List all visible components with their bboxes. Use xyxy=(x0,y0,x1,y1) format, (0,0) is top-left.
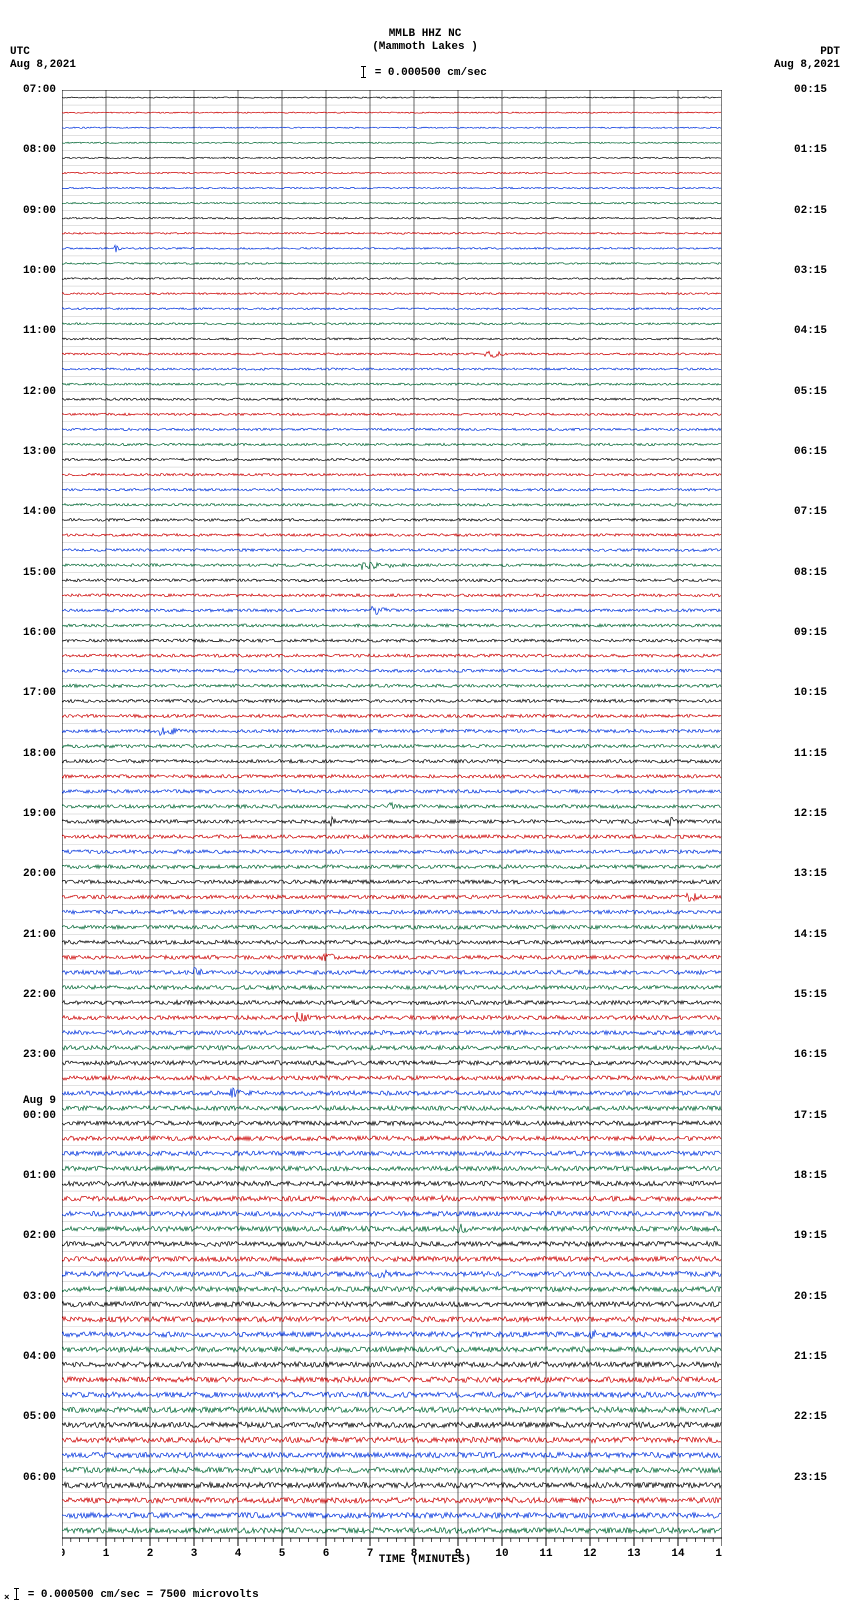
time-label: 22:15 xyxy=(794,1412,827,1423)
time-label: 04:15 xyxy=(794,326,827,337)
time-label: 15:15 xyxy=(794,990,827,1001)
time-label: 13:00 xyxy=(23,447,56,458)
time-label: 03:15 xyxy=(794,266,827,277)
time-label: 13:15 xyxy=(794,869,827,880)
time-label: 05:15 xyxy=(794,387,827,398)
time-label: 18:15 xyxy=(794,1171,827,1182)
footer-text: = 0.000500 cm/sec = 7500 microvolts xyxy=(28,1589,259,1601)
helicorder-plot: 0123456789101112131415 xyxy=(62,90,722,1538)
time-label: 14:15 xyxy=(794,930,827,941)
x-axis-label: TIME (MINUTES) xyxy=(0,1554,850,1566)
helicorder-svg: 0123456789101112131415 xyxy=(62,90,722,1560)
scale-bar-icon xyxy=(363,66,364,78)
time-label: 10:00 xyxy=(23,266,56,277)
time-label: 11:15 xyxy=(794,749,827,760)
time-label: 07:15 xyxy=(794,507,827,518)
time-label: 14:00 xyxy=(23,507,56,518)
time-label: 19:15 xyxy=(794,1231,827,1242)
time-label: 09:15 xyxy=(794,628,827,639)
time-label: 02:00 xyxy=(23,1231,56,1242)
time-label: 04:00 xyxy=(23,1352,56,1363)
footer-scale: × = 0.000500 cm/sec = 7500 microvolts xyxy=(4,1588,259,1603)
time-label: 23:15 xyxy=(794,1473,827,1484)
time-label: 03:00 xyxy=(23,1292,56,1303)
time-label: 06:15 xyxy=(794,447,827,458)
pdt-time-labels: 00:1501:1502:1503:1504:1505:1506:1507:15… xyxy=(792,90,850,1538)
scale-indicator: = 0.000500 cm/sec xyxy=(0,66,850,79)
time-label: 01:15 xyxy=(794,145,827,156)
utc-time-labels: 07:0008:0009:0010:0011:0012:0013:0014:00… xyxy=(0,90,58,1538)
time-label: 09:00 xyxy=(23,206,56,217)
time-label: 19:00 xyxy=(23,809,56,820)
time-label: 22:00 xyxy=(23,990,56,1001)
time-label: 21:15 xyxy=(794,1352,827,1363)
time-label: 16:15 xyxy=(794,1050,827,1061)
time-label: 16:00 xyxy=(23,628,56,639)
scalebar-small-icon: × xyxy=(4,1592,10,1603)
time-label: 23:00 xyxy=(23,1050,56,1061)
time-label: 00:15 xyxy=(794,85,827,96)
time-label: 12:15 xyxy=(794,809,827,820)
station-location: (Mammoth Lakes ) xyxy=(0,41,850,54)
footer-scale-bar-icon xyxy=(16,1588,17,1600)
time-label: 08:00 xyxy=(23,145,56,156)
time-label: 05:00 xyxy=(23,1412,56,1423)
seismogram-page: { "header": { "left_tz": "UTC", "left_da… xyxy=(0,0,850,1613)
time-label: 07:00 xyxy=(23,85,56,96)
time-label: 08:15 xyxy=(794,568,827,579)
time-label: 01:00 xyxy=(23,1171,56,1182)
time-label: 12:00 xyxy=(23,387,56,398)
time-label: 21:00 xyxy=(23,930,56,941)
time-label: Aug 9 xyxy=(23,1096,56,1107)
time-label: 20:00 xyxy=(23,869,56,880)
time-label: 02:15 xyxy=(794,206,827,217)
time-label: 00:00 xyxy=(23,1111,56,1122)
time-label: 17:00 xyxy=(23,688,56,699)
time-label: 18:00 xyxy=(23,749,56,760)
time-label: 20:15 xyxy=(794,1292,827,1303)
time-label: 15:00 xyxy=(23,568,56,579)
time-label: 17:15 xyxy=(794,1111,827,1122)
scale-text: = 0.000500 cm/sec xyxy=(375,67,487,79)
time-label: 06:00 xyxy=(23,1473,56,1484)
station-title: MMLB HHZ NC xyxy=(0,28,850,41)
time-label: 11:00 xyxy=(23,326,56,337)
time-label: 10:15 xyxy=(794,688,827,699)
header-center: MMLB HHZ NC (Mammoth Lakes ) xyxy=(0,28,850,54)
